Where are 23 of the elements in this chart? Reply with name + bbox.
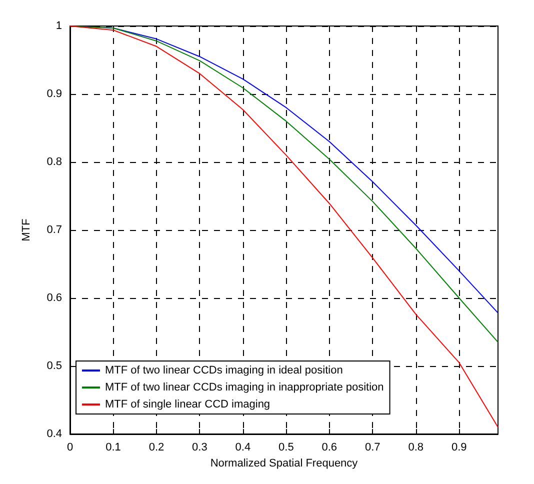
y-tick-label: 0.9 [46,88,62,100]
legend-label: MTF of single linear CCD imaging [105,398,270,410]
x-tick-label: 0.8 [408,442,424,454]
legend-label: MTF of two linear CCDs imaging in ideal position [105,364,343,376]
x-tick-label: 0.5 [278,442,294,454]
x-tick-label: 0 [66,442,74,454]
y-tick-label: 1 [56,20,62,32]
x-axis-title: Normalized Spatial Frequency [210,457,358,470]
y-axis-title: MTF [20,218,32,242]
y-tick-label: 0.8 [46,156,62,168]
x-tick-label: 0.7 [364,442,380,454]
x-tick-label: 0.2 [148,442,164,454]
y-tick-label: 0.5 [46,360,62,372]
y-tick-label: 0.4 [46,428,62,440]
x-tick-label: 0.4 [235,442,251,454]
legend-label: MTF of two linear CCDs imaging in inappropriate position [105,382,384,394]
line-series [70,26,498,428]
x-tick-label: 0.1 [106,442,121,454]
y-tick-label: 0.6 [46,292,62,304]
x-tick-label: 0.6 [322,442,338,454]
x-tick-label: 0.3 [192,442,208,454]
x-tick-label: 0.9 [451,442,467,454]
y-tick-label: 0.7 [46,224,62,236]
